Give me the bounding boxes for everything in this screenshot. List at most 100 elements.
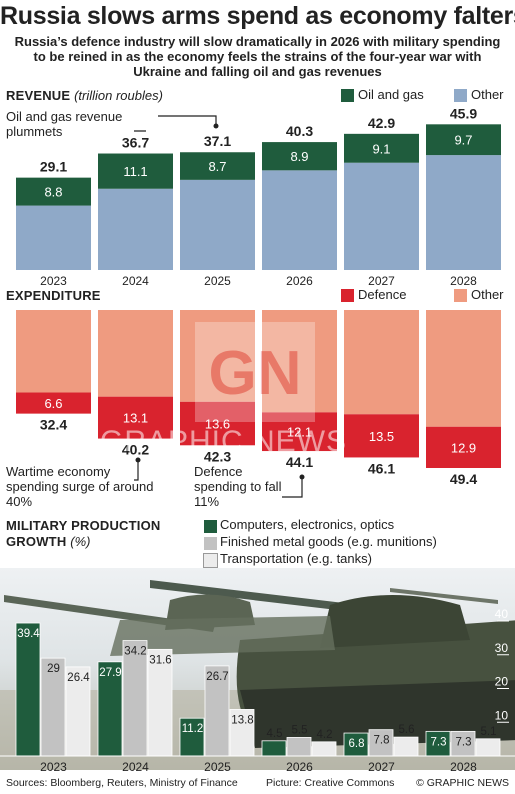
revenue-annotation-dot	[213, 123, 219, 129]
production-bar-0-2023	[15, 622, 41, 757]
expenditure-annotation-line-right	[282, 479, 303, 498]
revenue-year-2028: 2028	[450, 274, 477, 288]
legend-swatch-computers	[203, 519, 218, 534]
production-year-2025: 2025	[204, 760, 231, 774]
revenue-bar-other-2028	[426, 155, 501, 270]
production-value-0-2026: 4.5	[267, 728, 283, 740]
production-year-2024: 2024	[122, 760, 149, 774]
sources-credit: Sources: Bloomberg, Reuters, Ministry of…	[6, 777, 238, 789]
expenditure-bar-other-2028	[426, 310, 501, 427]
expenditure-label-defence-2023: 6.6	[44, 396, 62, 411]
revenue-title-text: REVENUE	[6, 88, 71, 103]
revenue-annotation-line	[134, 115, 217, 132]
legend-swatch-expenditure-other	[454, 289, 467, 302]
revenue-bar-other-2023	[16, 205, 91, 270]
revenue-chart: 8.8 29.1 2023 11.1 36.7 2024 8.7 37.1 2025 8.9 40.…	[16, 105, 501, 288]
revenue-bar-other-2024	[98, 188, 173, 270]
production-value-1-2028: 7.3	[456, 736, 472, 748]
expenditure-bar-other-2025	[180, 310, 255, 402]
production-value-2-2023: 26.4	[67, 672, 90, 684]
revenue-label-oil-gas-2024: 11.1	[123, 164, 147, 179]
legend-label-metal: Finished metal goods (e.g. munitions)	[220, 534, 437, 549]
legend-swatch-oil-gas	[341, 89, 354, 102]
production-value-1-2025: 26.7	[206, 671, 228, 683]
revenue-year-2023: 2023	[40, 274, 67, 288]
revenue-unit: (trillion roubles)	[74, 88, 163, 103]
graphic-news-credit: © GRAPHIC NEWS	[416, 777, 509, 789]
production-value-0-2027: 6.8	[349, 738, 365, 750]
expenditure-bar-other-2024	[98, 310, 173, 397]
expenditure-annotation-line-left	[134, 462, 139, 481]
production-bar-0-2025	[179, 717, 205, 757]
production-value-1-2024: 34.2	[124, 646, 146, 658]
production-value-0-2025: 11.2	[182, 723, 204, 735]
legend-swatch-revenue-other	[454, 89, 467, 102]
expenditure-label-defence-2024: 13.1	[123, 411, 148, 426]
production-year-2027: 2027	[368, 760, 395, 774]
legend-label-transport: Transportation (e.g. tanks)	[220, 551, 372, 566]
expenditure-total-2027: 46.1	[368, 460, 395, 476]
expenditure-label-defence-2025: 13.6	[205, 417, 230, 432]
legend-label-expenditure-other: Other	[471, 287, 504, 302]
expenditure-bar-defence-2027	[344, 414, 419, 458]
revenue-total-2024: 36.7	[122, 135, 149, 151]
revenue-total-2023: 29.1	[40, 159, 67, 175]
revenue-year-2024: 2024	[122, 274, 149, 288]
revenue-label-oil-gas-2026: 8.9	[290, 149, 308, 164]
revenue-total-2025: 37.1	[204, 133, 231, 149]
production-value-2-2026: 4.2	[317, 729, 333, 741]
production-bar-0-2026	[261, 740, 287, 757]
production-bar-1-2023	[40, 657, 66, 757]
production-bar-2-2025	[229, 709, 255, 757]
revenue-year-2027: 2027	[368, 274, 395, 288]
revenue-label-oil-gas-2028: 9.7	[454, 133, 472, 148]
revenue-total-2027: 42.9	[368, 115, 395, 131]
production-bar-1-2024	[122, 640, 148, 757]
production-year-2023: 2023	[40, 760, 67, 774]
logo-text: GN	[209, 339, 302, 408]
production-title-growth: GROWTH	[6, 534, 67, 549]
production-value-1-2027: 7.8	[374, 735, 390, 747]
revenue-title: REVENUE (trillion roubles)	[6, 88, 163, 103]
production-title-line2: GROWTH (%)	[6, 534, 90, 549]
expenditure-total-2026: 44.1	[286, 454, 313, 470]
expenditure-annotation-left: Wartime economy spending surge of around…	[6, 464, 154, 509]
picture-credit: Picture: Creative Commons	[266, 777, 395, 789]
legend-label-oil-gas: Oil and gas	[358, 87, 424, 102]
revenue-bar-oil-gas-2024	[98, 153, 173, 189]
revenue-bar-oil-gas-2028	[426, 124, 501, 156]
legend-swatch-transport	[203, 553, 218, 568]
expenditure-bar-defence-2028	[426, 426, 501, 468]
production-bar-1-2026	[286, 737, 312, 757]
production-value-2-2027: 5.6	[399, 724, 415, 736]
expenditure-annotation-right: Defence spending to fall 11%	[194, 464, 282, 509]
revenue-annotation: Oil and gas revenue plummets	[6, 109, 123, 139]
production-tick-label-30: 30	[495, 641, 509, 655]
production-value-2-2025: 13.8	[231, 714, 253, 726]
production-bar-1-2025	[204, 665, 230, 757]
expenditure-bar-defence-2023	[16, 392, 91, 414]
legend-swatch-metal	[203, 536, 218, 551]
legend-label-computers: Computers, electronics, optics	[220, 517, 395, 532]
subheadline: Russia’s defence industry will slow dram…	[14, 34, 501, 79]
expenditure-title: EXPENDITURE	[6, 288, 101, 303]
production-tick-label-20: 20	[495, 675, 509, 689]
production-unit: (%)	[70, 534, 91, 549]
headline: Russia slows arms spend as economy falte…	[0, 2, 515, 30]
revenue-total-2028: 45.9	[450, 105, 477, 121]
production-value-2-2028: 5.1	[481, 726, 497, 738]
production-tick-label-40: 40	[495, 607, 509, 621]
expenditure-bar-defence-2026	[262, 412, 337, 452]
production-bar-1-2028	[450, 730, 476, 757]
revenue-total-2026: 40.3	[286, 123, 313, 139]
revenue-year-2025: 2025	[204, 274, 231, 288]
production-bar-2-2027	[393, 736, 419, 757]
legend-label-revenue-other: Other	[471, 87, 504, 102]
revenue-bar-oil-gas-2027	[344, 133, 419, 163]
revenue-bar-oil-gas-2023	[16, 177, 91, 206]
revenue-label-oil-gas-2023: 8.8	[44, 185, 62, 200]
revenue-bar-other-2025	[180, 179, 255, 270]
production-bar-2-2026	[311, 741, 337, 757]
